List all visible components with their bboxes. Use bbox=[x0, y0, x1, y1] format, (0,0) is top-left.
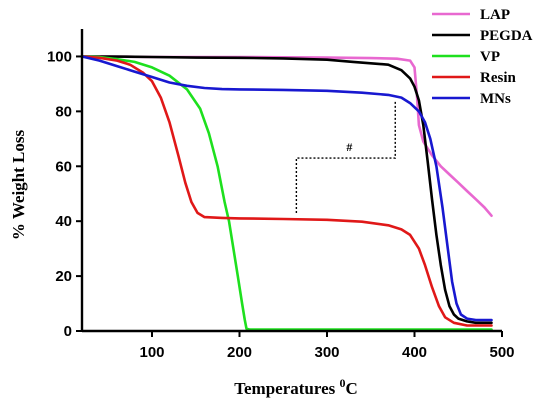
annotation: # bbox=[295, 100, 396, 213]
legend-label-lap: LAP bbox=[480, 7, 510, 23]
series-line-pegda bbox=[80, 55, 493, 325]
y-tick-label-20: 20 bbox=[55, 268, 72, 285]
series-line-resin bbox=[80, 55, 493, 327]
significance-bracket bbox=[295, 100, 396, 213]
legend-label-resin: Resin bbox=[480, 70, 516, 86]
x-tick-label-400: 400 bbox=[402, 344, 427, 361]
x-tick-label-100: 100 bbox=[139, 344, 164, 361]
series-line-mns bbox=[80, 55, 493, 322]
x-tick-label-300: 300 bbox=[314, 344, 339, 361]
legend-label-mns: MNs bbox=[480, 91, 511, 107]
y-tick-label-0: 0 bbox=[64, 323, 72, 340]
legend-label-vp: VP bbox=[480, 49, 500, 65]
y-tick-label-100: 100 bbox=[47, 48, 72, 65]
y-tick-label-80: 80 bbox=[55, 103, 72, 120]
y-tick-label-40: 40 bbox=[55, 213, 72, 230]
x-axis-title: Temperatures 0C bbox=[234, 376, 358, 398]
y-tick-label-60: 60 bbox=[55, 158, 72, 175]
x-tick-label-200: 200 bbox=[227, 344, 252, 361]
legend: LAP PEGDA VP Resin MNs bbox=[432, 7, 533, 107]
legend-label-pegda: PEGDA bbox=[480, 28, 533, 44]
series-layer bbox=[80, 55, 493, 331]
series-line-vp bbox=[80, 55, 493, 331]
y-axis-title: % Weight Loss bbox=[9, 130, 28, 241]
significance-marker: # bbox=[346, 140, 352, 154]
ticks: 0 20 40 60 80 100 100 200 300 400 500 bbox=[47, 48, 515, 361]
x-tick-label-500: 500 bbox=[489, 344, 514, 361]
